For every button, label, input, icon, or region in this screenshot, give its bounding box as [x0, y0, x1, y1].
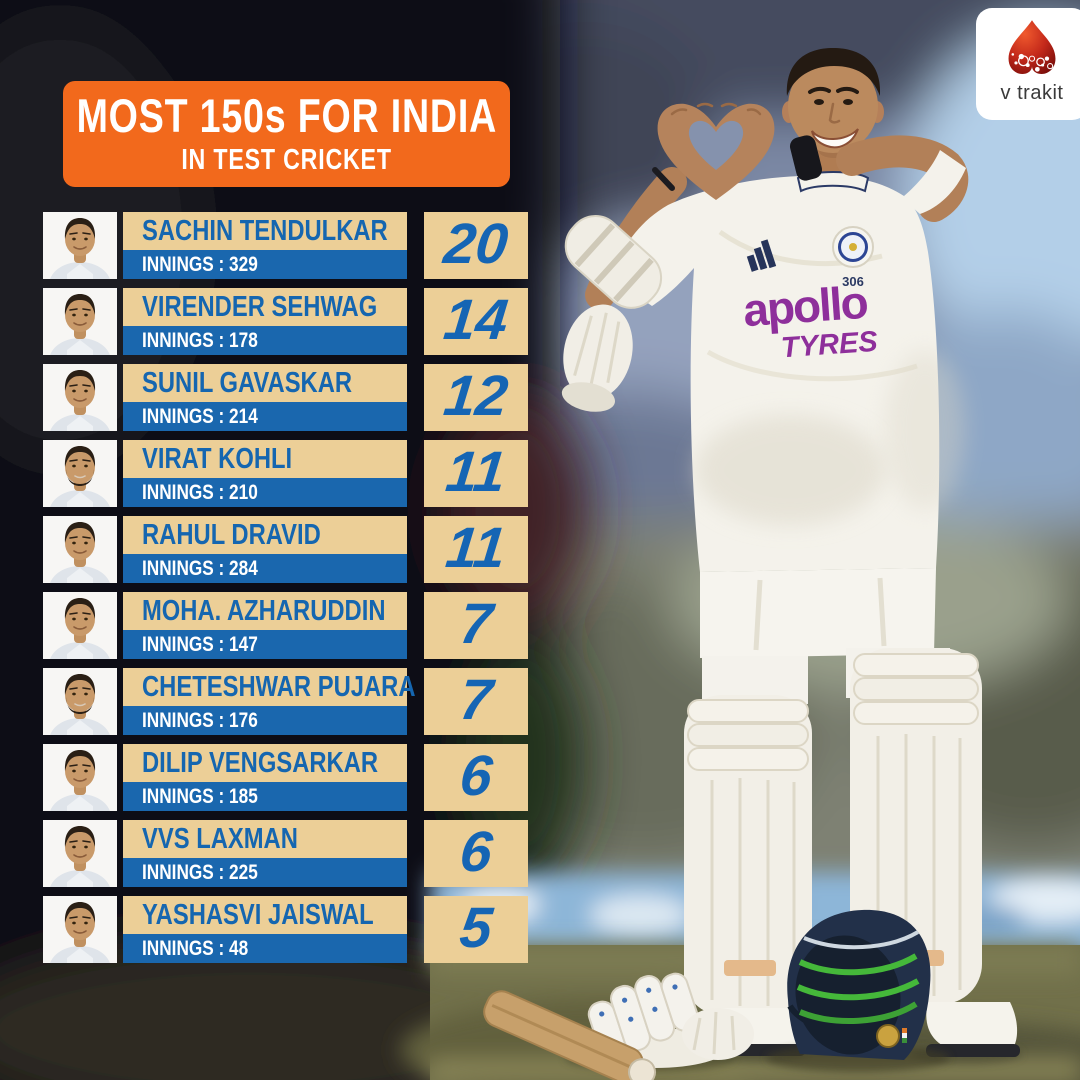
player-count: 6 [424, 744, 528, 811]
brand-logo-card: v trakit [976, 8, 1080, 120]
player-panel: SUNIL GAVASKAR INNINGS : 214 [123, 364, 407, 431]
player-count: 11 [424, 440, 528, 507]
player-row: VIRENDER SEHWAG INNINGS : 178 14 [43, 288, 528, 355]
player-ranking-list: SACHIN TENDULKAR INNINGS : 329 20 VIREND… [43, 212, 528, 963]
player-panel: DILIP VENGSARKAR INNINGS : 185 [123, 744, 407, 811]
player-innings: INNINGS : 284 [123, 554, 407, 583]
player-name: MOHA. AZHARUDDIN [123, 592, 407, 630]
player-row: MOHA. AZHARUDDIN INNINGS : 147 7 [43, 592, 528, 659]
helmet [766, 909, 950, 1072]
cricket-bat [483, 990, 657, 1080]
player-count: 11 [424, 516, 528, 583]
player-photo [43, 744, 117, 811]
arm-guard [564, 215, 663, 309]
player-name: CHETESHWAR PUJARA [123, 668, 415, 706]
jersey-number: 306 [842, 274, 864, 289]
player-name: DILIP VENGSARKAR [123, 744, 407, 782]
title-banner: MOST 150s FOR INDIA IN TEST CRICKET [63, 81, 510, 187]
player-panel: VIRENDER SEHWAG INNINGS : 178 [123, 288, 407, 355]
adidas-logo-icon [746, 239, 777, 272]
player-name: VVS LAXMAN [123, 820, 407, 858]
player-count: 7 [424, 668, 528, 735]
player-row: VVS LAXMAN INNINGS : 225 6 [43, 820, 528, 887]
player-count: 20 [424, 212, 528, 279]
player-count: 12 [424, 364, 528, 431]
player-photo [43, 212, 117, 279]
player-name: SUNIL GAVASKAR [123, 364, 407, 402]
player-innings: INNINGS : 185 [123, 782, 407, 811]
player-name: SACHIN TENDULKAR [123, 212, 407, 250]
player-innings: INNINGS : 176 [123, 706, 407, 735]
player-photo [43, 288, 117, 355]
jersey-sponsor-line1: apollo [741, 276, 869, 337]
helmet-crest [876, 1024, 900, 1048]
page-subtitle: IN TEST CRICKET [181, 143, 392, 176]
player-innings: INNINGS : 178 [123, 326, 407, 355]
player-innings: INNINGS : 214 [123, 402, 407, 431]
player-count: 6 [424, 820, 528, 887]
player-count: 14 [424, 288, 528, 355]
player-name: VIRAT KOHLI [123, 440, 407, 478]
player-count: 5 [424, 896, 528, 963]
player-row: YASHASVI JAISWAL INNINGS : 48 5 [43, 896, 528, 963]
jersey-sponsor-text: apollo TYRES [741, 276, 879, 365]
player-innings: INNINGS : 329 [123, 250, 407, 279]
player-panel: RAHUL DRAVID INNINGS : 284 [123, 516, 407, 583]
brand-logo-icon [1008, 20, 1056, 75]
player-innings: INNINGS : 48 [123, 934, 407, 963]
player-innings: INNINGS : 225 [123, 858, 407, 887]
player-innings: INNINGS : 210 [123, 478, 407, 507]
player-panel: VIRAT KOHLI INNINGS : 210 [123, 440, 407, 507]
player-photo [43, 516, 117, 583]
page-title: MOST 150s FOR INDIA [76, 89, 497, 143]
player-photo [43, 440, 117, 507]
jersey [612, 174, 965, 573]
player-figure: 306 apollo TYRES [561, 48, 1022, 1064]
player-row: SACHIN TENDULKAR INNINGS : 329 20 [43, 212, 528, 279]
player-panel: VVS LAXMAN INNINGS : 225 [123, 820, 407, 887]
jersey-sponsor-line2: TYRES [780, 326, 879, 365]
player-row: DILIP VENGSARKAR INNINGS : 185 6 [43, 744, 528, 811]
player-row: VIRAT KOHLI INNINGS : 210 11 [43, 440, 528, 507]
player-photo [43, 668, 117, 735]
player-name: RAHUL DRAVID [123, 516, 407, 554]
player-innings: INNINGS : 147 [123, 630, 407, 659]
player-panel: SACHIN TENDULKAR INNINGS : 329 [123, 212, 407, 279]
player-panel: YASHASVI JAISWAL INNINGS : 48 [123, 896, 407, 963]
team-crest [832, 226, 874, 268]
player-photo [43, 592, 117, 659]
heart-hands-gesture [657, 102, 775, 200]
player-panel: CHETESHWAR PUJARA INNINGS : 176 [123, 668, 415, 735]
player-photo [43, 364, 117, 431]
batting-pads [684, 648, 982, 1015]
player-panel: MOHA. AZHARUDDIN INNINGS : 147 [123, 592, 407, 659]
player-photo [43, 896, 117, 963]
player-name: VIRENDER SEHWAG [123, 288, 407, 326]
player-name: YASHASVI JAISWAL [123, 896, 407, 934]
dangling-glove [561, 304, 633, 412]
player-row: SUNIL GAVASKAR INNINGS : 214 12 [43, 364, 528, 431]
player-row: RAHUL DRAVID INNINGS : 284 11 [43, 516, 528, 583]
wristband [652, 135, 823, 191]
player-count: 7 [424, 592, 528, 659]
player-photo [43, 820, 117, 887]
brand-logo-text: v trakit [1000, 82, 1064, 104]
player-row: CHETESHWAR PUJARA INNINGS : 176 7 [43, 668, 528, 735]
